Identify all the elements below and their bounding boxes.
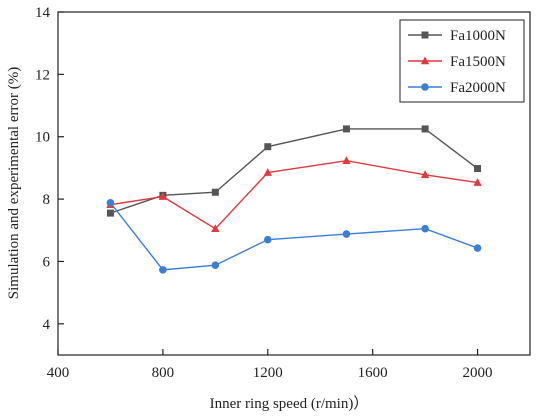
- legend-item: Fa1000N: [408, 28, 506, 44]
- data-point: [211, 261, 220, 269]
- data-point: [263, 235, 272, 244]
- x-tick-label: 1600: [358, 365, 388, 381]
- data-point: [342, 156, 351, 165]
- plot-frame: [57, 11, 531, 356]
- data-point: [421, 224, 429, 233]
- series-line: [109, 202, 478, 271]
- legend-item: Fa1500N: [408, 54, 506, 70]
- y-axis-title: Simulation and experimental error (%): [6, 67, 22, 299]
- legend: Fa1000N Fa1500N Fa2000N: [399, 19, 525, 103]
- data-point: [473, 244, 482, 252]
- data-point: [263, 168, 272, 176]
- y-tick-label: 12: [35, 67, 50, 83]
- x-tick-label: 400: [47, 365, 70, 381]
- y-axis-ticks: 4 6 8 10 12 14: [35, 5, 64, 333]
- y-tick-label: 6: [43, 254, 51, 270]
- y-tick-label: 8: [43, 192, 51, 208]
- data-point: [211, 188, 219, 196]
- data-point: [420, 170, 430, 179]
- y-tick-label: 4: [43, 317, 51, 333]
- x-tick-label: 2000: [463, 365, 493, 381]
- series-line: [110, 128, 478, 214]
- x-tick-label: 800: [152, 365, 175, 381]
- x-tick-label: 1200: [253, 365, 283, 381]
- legend-marker: [420, 56, 430, 65]
- legend-label: Fa1000N: [450, 28, 506, 44]
- legend-marker: [421, 31, 429, 39]
- data-point: [473, 178, 482, 186]
- x-axis-title: Inner ring speed (r/min)）: [210, 395, 369, 412]
- data-point: [106, 209, 114, 217]
- legend-marker: [421, 83, 429, 91]
- data-point: [342, 125, 350, 133]
- data-point: [421, 125, 429, 133]
- data-point: [158, 192, 168, 200]
- legend-item: Fa2000N: [408, 80, 506, 96]
- series-fa1500n: [106, 156, 482, 233]
- data-point: [264, 143, 272, 151]
- legend-label: Fa2000N: [450, 80, 506, 96]
- data-point: [159, 266, 167, 274]
- series-layer: [106, 125, 482, 274]
- y-tick-label: 10: [35, 130, 50, 146]
- data-point: [342, 230, 351, 238]
- data-point: [211, 224, 220, 233]
- y-tick-label: 14: [35, 5, 51, 21]
- series-fa2000n: [106, 199, 482, 274]
- data-point: [106, 199, 115, 207]
- x-axis-ticks: 400 800 1200 1600 2000: [47, 349, 493, 381]
- data-point: [474, 165, 482, 173]
- legend-label: Fa1500N: [450, 54, 506, 70]
